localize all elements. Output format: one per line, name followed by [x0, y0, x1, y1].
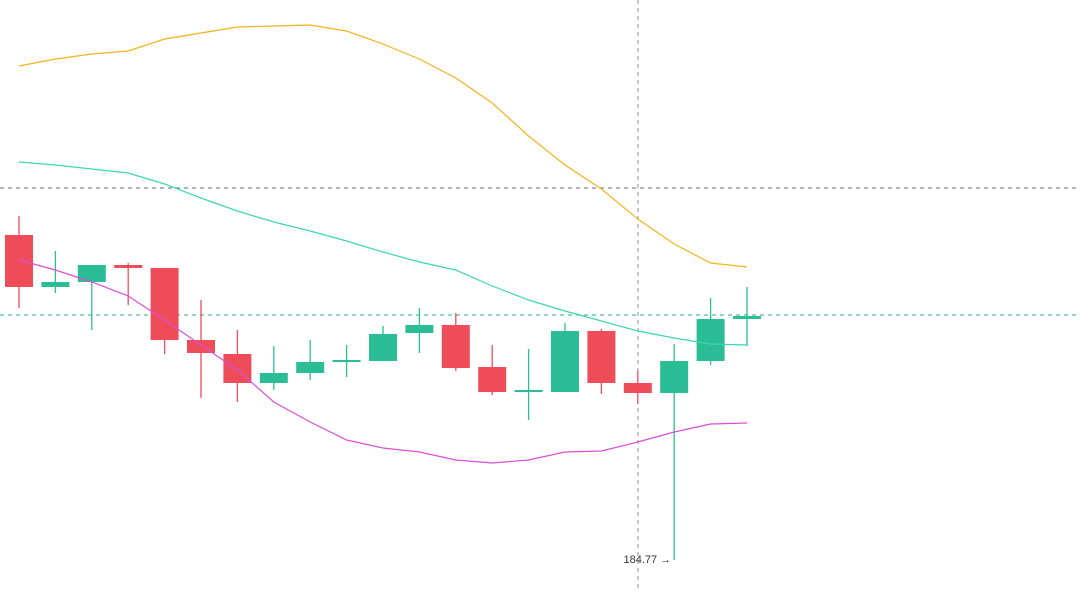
candle-body — [150, 268, 179, 340]
candle-body — [623, 383, 652, 393]
candle-body — [5, 235, 33, 287]
candle-body — [332, 360, 361, 362]
candle-body — [514, 390, 543, 392]
low-label: 184.77 → — [623, 554, 671, 566]
candle-body — [369, 334, 397, 361]
candle-body — [478, 367, 507, 392]
candle-body — [259, 373, 288, 383]
band-line — [18, 24, 748, 268]
candle-body — [441, 325, 470, 368]
band-line — [18, 259, 748, 464]
candle-body — [551, 331, 579, 392]
candle-body — [77, 265, 106, 282]
candle-body — [405, 325, 434, 333]
candle-body — [660, 361, 689, 393]
candle-body — [587, 331, 616, 383]
candle-body — [696, 319, 725, 361]
candle-body — [733, 316, 761, 319]
candle-body — [41, 282, 70, 287]
band-line — [18, 161, 748, 346]
candle-body — [114, 265, 143, 268]
candle-body — [296, 362, 325, 373]
